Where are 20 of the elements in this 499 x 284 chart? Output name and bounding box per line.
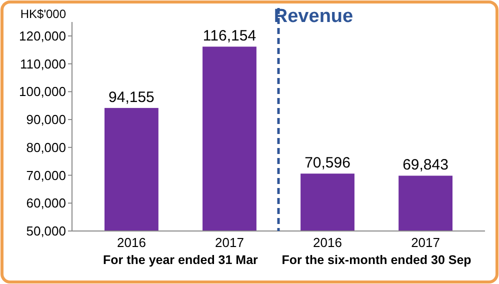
- y-tick-label: 70,000: [26, 168, 66, 183]
- data-label: 70,596: [304, 154, 350, 172]
- data-label: 94,155: [108, 88, 154, 106]
- chart-title: Revenue: [274, 6, 354, 27]
- y-tick-label: 120,000: [19, 28, 66, 44]
- text: For the six-month ended 30 Sep: [282, 253, 472, 267]
- data-label: 69,843: [402, 156, 448, 174]
- text: For the year ended 31 Mar: [103, 253, 258, 267]
- data-label: 116,154: [202, 28, 256, 45]
- y-tick-label: 110,000: [20, 56, 66, 72]
- y-tick-label: 100,000: [19, 84, 66, 100]
- x-tick-label: 2016: [313, 235, 342, 250]
- y-axis-title: HK$'000: [20, 7, 66, 21]
- y-tick-label: 80,000: [26, 140, 66, 155]
- x-tick-label: 2017: [215, 235, 244, 250]
- y-tick-label: 90,000: [26, 112, 66, 128]
- x-tick-label: 2017: [411, 235, 440, 250]
- x-tick-label: 2016: [117, 235, 146, 250]
- y-tick-label: 60,000: [26, 196, 66, 211]
- y-tick-label: 50,000: [26, 224, 66, 239]
